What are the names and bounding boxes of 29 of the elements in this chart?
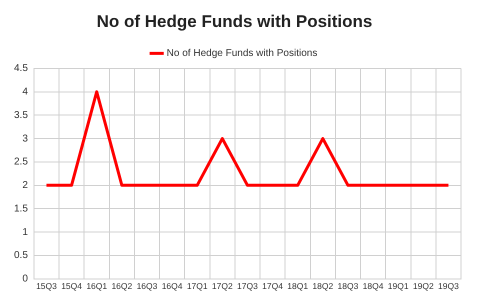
y-tick-label: 2.5: [14, 156, 28, 168]
x-tick-label: 19Q3: [438, 281, 460, 292]
y-tick-label: 1.5: [14, 203, 28, 214]
x-tick-label: 18Q1: [287, 281, 308, 292]
x-tick-label: 17Q4: [262, 281, 284, 292]
legend-label: No of Hedge Funds with Positions: [166, 48, 318, 60]
y-tick-label: 2: [22, 180, 28, 192]
y-tick-label: 0: [22, 274, 28, 285]
x-tick-label: 15Q4: [61, 281, 82, 292]
x-tick-label: 17Q2: [212, 281, 233, 292]
x-tick-label: 16Q2: [111, 281, 132, 292]
x-tick-label: 19Q1: [388, 281, 409, 292]
x-tick-label: 16Q4: [162, 281, 183, 292]
x-tick-label: 16Q3: [136, 281, 158, 292]
x-tick-label: 17Q1: [186, 281, 208, 292]
y-tick-label: 3.5: [14, 110, 28, 121]
y-tick-label: 3: [22, 133, 28, 144]
y-tick-label: 4.5: [14, 63, 28, 74]
y-tick-label: 4: [22, 86, 28, 98]
x-tick-label: 18Q2: [312, 281, 334, 292]
y-tick-label: 1: [22, 226, 28, 238]
chart-title: No of Hedge Funds with Positions: [96, 12, 372, 31]
y-tick-label: 0.5: [14, 250, 28, 262]
x-tick-label: 18Q4: [362, 281, 384, 292]
x-tick-label: 16Q1: [86, 281, 108, 292]
x-tick-label: 19Q2: [412, 281, 434, 292]
x-tick-label: 18Q3: [338, 281, 359, 292]
x-tick-label: 17Q3: [237, 281, 258, 292]
x-tick-label: 15Q3: [36, 281, 58, 292]
